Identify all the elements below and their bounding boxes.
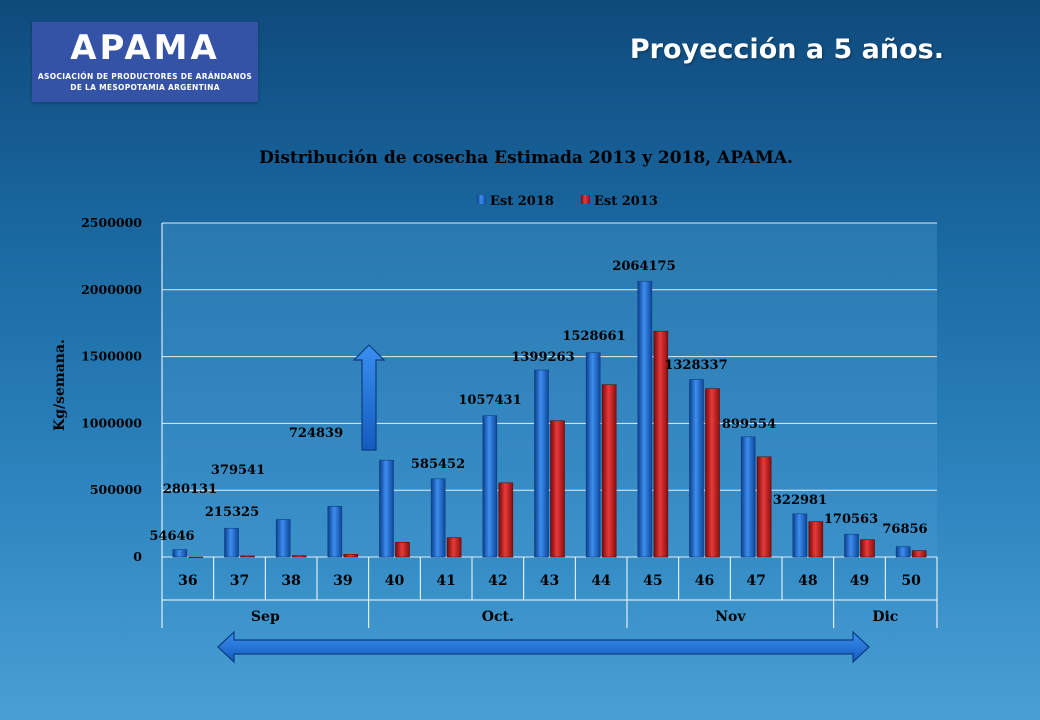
bar-est-2013 [395, 542, 410, 558]
bar-est-2013 [601, 384, 617, 558]
legend-label-2013: Est 2013 [594, 194, 658, 209]
up-arrow-icon [352, 344, 386, 451]
bar-est-2018 [534, 369, 549, 558]
plot-area [162, 223, 937, 557]
bar-est-2018 [740, 436, 756, 558]
data-label: 280131 [163, 482, 217, 497]
x-tick-label: 49 [850, 573, 869, 589]
bars [172, 280, 927, 558]
data-label: 170563 [824, 512, 878, 527]
bar-est-2018 [482, 415, 498, 558]
data-label: 724839 [289, 426, 343, 441]
double-arrow-icon [217, 630, 870, 664]
y-tick-label: 1000000 [81, 415, 142, 430]
x-tick-label: 47 [746, 573, 765, 589]
data-label: 322981 [773, 493, 827, 508]
bar-est-2018 [430, 478, 446, 558]
x-tick-label: 36 [178, 573, 197, 589]
y-tick-label: 0 [133, 549, 142, 564]
x-tick-label: 39 [333, 573, 352, 589]
logo-subtitle-line1: ASOCIACIÓN DE PRODUCTORES DE ARÁNDANOS [37, 72, 253, 81]
legend: Est 2018 Est 2013 [477, 194, 658, 209]
bar-est-2013 [808, 521, 824, 558]
page-title: Proyección a 5 años. [629, 34, 944, 65]
x-tick-label: 43 [540, 573, 559, 589]
x-tick-label: 46 [695, 573, 714, 589]
bar-est-2013 [498, 482, 514, 558]
x-tick-label: 42 [488, 573, 507, 589]
month-label: Sep [251, 609, 280, 625]
y-tick-label: 500000 [90, 482, 142, 497]
bar-est-2018 [637, 280, 653, 558]
data-label: 1528661 [562, 329, 625, 344]
month-label: Nov [715, 609, 746, 625]
x-tick-label: 48 [798, 573, 817, 589]
bar-est-2018 [895, 546, 911, 558]
logo-word: APAMA [70, 28, 220, 68]
y-tick-label: 1500000 [81, 349, 142, 364]
bar-est-2013 [291, 555, 307, 558]
bar-est-2018 [844, 533, 859, 558]
bar-est-2018 [792, 513, 808, 558]
bar-est-2018 [327, 505, 343, 558]
bar-est-2018 [689, 379, 704, 558]
data-label: 1328337 [664, 358, 727, 373]
data-label: 215325 [205, 505, 259, 520]
bar-est-2018 [585, 352, 601, 558]
category-table: 36 37 38 39 40 41 42 43 44 45 46 47 48 49 50 Sep Oct. Nov… [161, 557, 938, 628]
month-label: Oct. [482, 609, 514, 625]
data-label: 379541 [211, 463, 265, 478]
bar-est-2013 [550, 420, 565, 558]
data-label: 899554 [722, 417, 776, 432]
bar-est-2013 [705, 388, 720, 558]
x-tick-label: 45 [643, 573, 662, 589]
bar-est-2018 [172, 549, 188, 558]
legend-swatch-2013 [581, 195, 590, 204]
legend-swatch-2018 [477, 195, 486, 204]
x-tick-label: 44 [591, 573, 611, 589]
bar-est-2018 [224, 527, 239, 558]
gridlines [161, 222, 937, 558]
bar-est-2018 [275, 519, 291, 558]
y-tick-label: 2500000 [81, 215, 142, 230]
bar-est-2013 [653, 330, 669, 558]
y-tick-label: 2000000 [81, 282, 142, 297]
chart-title: Distribución de cosecha Estimada 2013 y … [259, 148, 793, 168]
y-axis-label: Kg/semana. [52, 339, 68, 431]
bar-est-2013 [446, 537, 462, 558]
data-label: 585452 [411, 457, 465, 472]
bar-est-2013 [240, 555, 255, 558]
x-tick-label: 41 [436, 573, 455, 589]
bar-est-2013 [860, 539, 875, 558]
apama-logo: APAMA ASOCIACIÓN DE PRODUCTORES DE ARÁND… [32, 22, 258, 102]
x-tick-label: 38 [281, 573, 300, 589]
data-label: 1057431 [458, 393, 521, 408]
legend-label-2018: Est 2018 [490, 194, 554, 209]
x-tick-label: 37 [230, 573, 249, 589]
data-label: 2064175 [612, 259, 675, 274]
data-label: 76856 [882, 522, 927, 537]
bar-est-2013 [188, 556, 204, 558]
data-label: 54646 [149, 529, 194, 544]
bar-est-2013 [343, 554, 359, 558]
logo-subtitle-line2: DE LA MESOPOTAMIA ARGENTINA [70, 83, 220, 92]
bar-est-2013 [911, 550, 927, 558]
bar-est-2018 [379, 459, 394, 558]
x-tick-label: 40 [385, 573, 405, 589]
data-labels: 54646 215325 280131 379541 724839 585452 10574… [149, 259, 927, 544]
month-label: Dic [872, 609, 898, 625]
x-tick-label: 50 [901, 573, 921, 589]
y-tick-labels: 0 500000 1000000 1500000 2000000 2500000 [81, 215, 142, 564]
data-label: 1399263 [511, 350, 574, 365]
bar-est-2013 [756, 456, 772, 558]
